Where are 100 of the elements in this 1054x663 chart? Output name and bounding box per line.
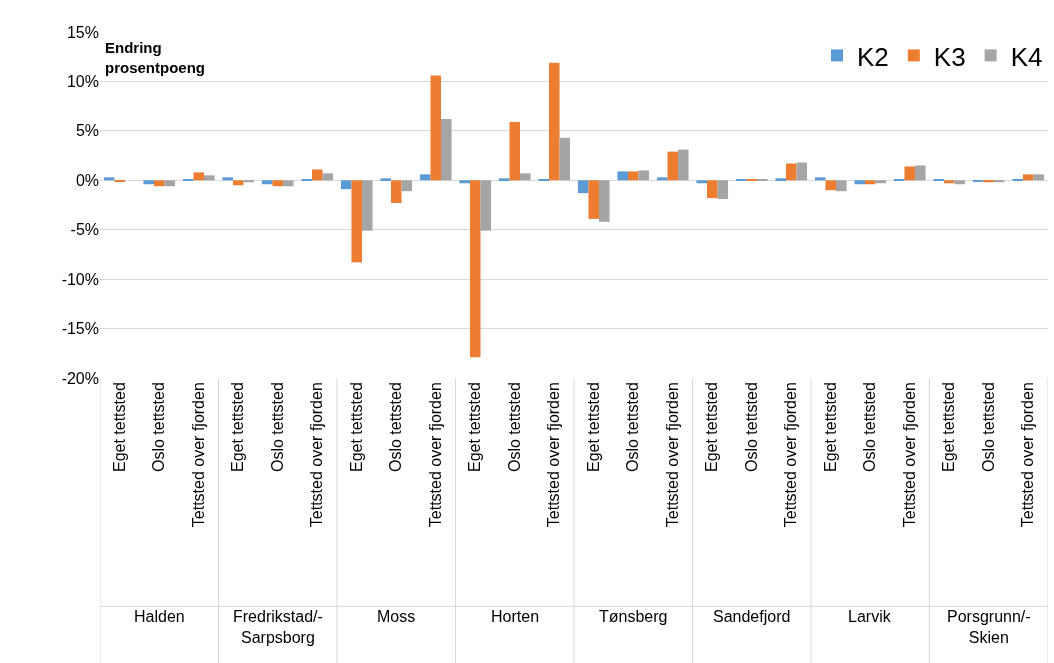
text: Fredrikstad/- Sarpsborg <box>233 608 323 646</box>
bar <box>520 173 531 181</box>
bar <box>153 180 165 187</box>
bar <box>559 137 571 181</box>
legend-label: K2 <box>857 41 889 72</box>
x-tick-label: Eget tettsted <box>940 382 958 473</box>
y-tick-label: 0% <box>75 171 99 189</box>
legend-label: K3 <box>933 41 966 72</box>
bar <box>717 180 729 200</box>
bar <box>656 177 668 181</box>
bar <box>796 162 808 181</box>
x-tick-label: Tettsted over fjorden <box>545 382 563 528</box>
bar <box>459 180 470 184</box>
bar <box>706 180 718 199</box>
text: Tønsberg <box>599 608 668 625</box>
x-tick-label: Oslo tettsted <box>624 382 642 473</box>
y-tick-label: -20% <box>61 369 99 387</box>
x-tick-label: Eget tettsted <box>347 382 365 473</box>
x-tick-label: Tettsted over fjorden <box>308 382 326 528</box>
x-tick-label: Oslo tettsted <box>861 382 879 473</box>
bar <box>164 180 176 187</box>
bar <box>390 180 402 204</box>
bar <box>825 180 837 191</box>
x-tick-label: Eget tettsted <box>110 382 128 473</box>
text: Horten <box>491 608 540 625</box>
bar <box>272 180 284 187</box>
bar <box>419 174 431 181</box>
text: Sandefjord <box>713 608 791 625</box>
bar <box>588 180 600 219</box>
x-tick-label: Oslo tettsted <box>150 382 168 473</box>
x-tick-label: Tettsted over fjorden <box>1019 382 1037 528</box>
bar <box>469 180 481 358</box>
bar <box>983 180 995 183</box>
bar <box>854 180 865 185</box>
bar <box>915 165 926 181</box>
legend-label: K4 <box>1010 41 1043 72</box>
bar <box>678 149 689 181</box>
bar <box>994 180 1005 183</box>
bar <box>667 151 679 181</box>
bar <box>943 180 955 184</box>
x-tick-label: Tettsted over fjorden <box>782 382 800 528</box>
y-tick-label: 10% <box>66 73 99 91</box>
bar <box>401 180 413 192</box>
bar <box>322 173 334 181</box>
y-tick-label: 15% <box>66 23 99 41</box>
y-tick-label: -5% <box>70 221 99 239</box>
bar <box>103 177 115 181</box>
bar <box>222 177 233 181</box>
bar <box>1033 174 1045 181</box>
x-tick-label: Eget tettsted <box>821 382 839 473</box>
bar <box>954 180 966 185</box>
bar <box>904 166 916 181</box>
bar <box>638 170 650 181</box>
y-tick-label: -15% <box>61 320 99 338</box>
bar <box>261 180 273 185</box>
y-axis-title: Endring prosentpoeng <box>105 39 205 76</box>
bar <box>380 178 391 181</box>
bar <box>775 178 786 181</box>
bar <box>696 180 707 184</box>
bar <box>509 121 521 181</box>
bar <box>864 180 876 185</box>
x-tick-label: Eget tettsted <box>466 382 484 473</box>
bar <box>430 75 442 181</box>
bar <box>785 163 797 181</box>
x-tick-label: Oslo tettsted <box>505 382 523 473</box>
bar <box>340 180 352 190</box>
x-tick-label: Tettsted over fjorden <box>663 382 681 528</box>
text: Halden <box>134 608 185 625</box>
bar <box>599 180 610 222</box>
bar <box>351 180 363 263</box>
x-tick-label: Tettsted over fjorden <box>189 382 207 528</box>
bar <box>498 178 510 181</box>
text: Larvik <box>848 608 892 625</box>
bar <box>362 180 373 231</box>
x-tick-label: Oslo tettsted <box>268 382 286 473</box>
x-tick-label: Tettsted over fjorden <box>900 382 918 528</box>
y-tick-label: 5% <box>75 122 99 140</box>
bar <box>441 118 452 181</box>
bar <box>204 175 215 181</box>
x-tick-label: Eget tettsted <box>584 382 602 473</box>
y-tick-label: -10% <box>61 270 99 288</box>
bar <box>193 172 205 181</box>
x-tick-label: Oslo tettsted <box>979 382 997 473</box>
bar <box>577 180 589 194</box>
bar <box>480 180 492 231</box>
x-tick-label: Oslo tettsted <box>742 382 760 473</box>
bar <box>875 180 887 184</box>
bar <box>232 180 244 186</box>
bar <box>617 171 628 181</box>
text: Moss <box>377 608 416 625</box>
text: Porsgrunn/- Skien <box>947 608 1031 646</box>
bar <box>311 169 323 181</box>
x-tick-label: Oslo tettsted <box>387 382 405 473</box>
bar <box>283 180 294 187</box>
bar <box>627 171 639 181</box>
bar <box>814 177 826 181</box>
x-tick-label: Eget tettsted <box>703 382 721 473</box>
bar <box>1022 174 1034 181</box>
x-tick-label: Eget tettsted <box>229 382 247 473</box>
bar <box>836 180 847 192</box>
